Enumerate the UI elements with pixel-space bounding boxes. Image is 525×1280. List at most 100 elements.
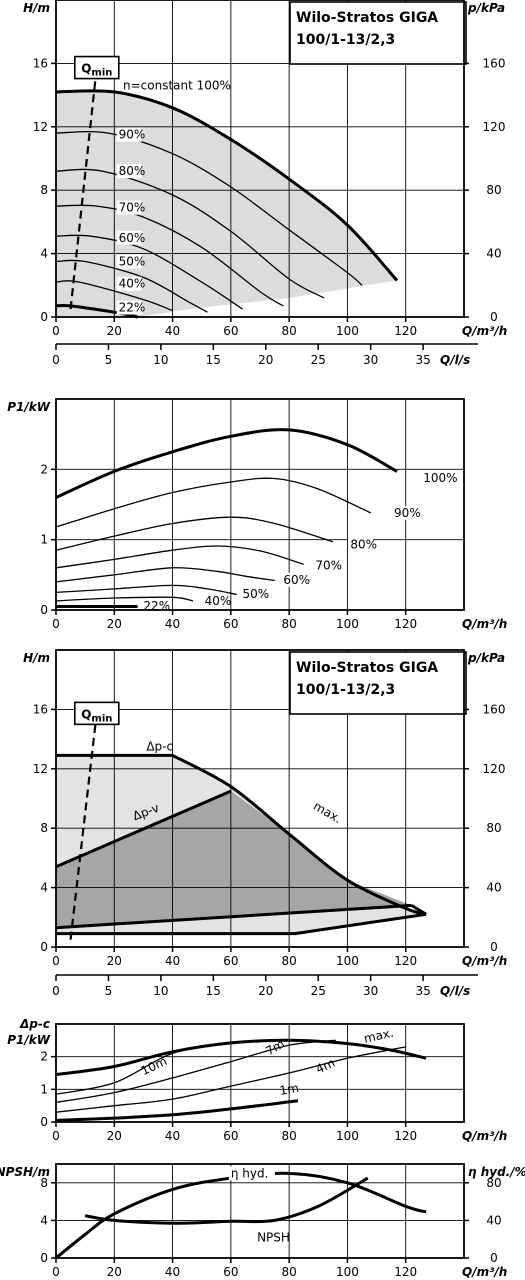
curve-label-bg	[281, 572, 307, 587]
flow-tick-label: 25	[311, 984, 326, 998]
x-tick-label: 100	[336, 1265, 359, 1279]
x-tick-label: 0	[52, 324, 60, 338]
curve-label-1m: 1m	[278, 1081, 299, 1098]
x-tick-label: 100	[336, 324, 359, 338]
x-tick-label: 0	[52, 1265, 60, 1279]
flow-tick-label: 35	[415, 353, 430, 367]
qmin-label: Qmin	[81, 62, 112, 79]
x-axis-ticks: 0 20 40 60 80 100 120	[52, 1258, 417, 1279]
x-axis-label: Q/m³/h	[462, 1129, 507, 1143]
curve-label-70: 70%	[119, 201, 146, 215]
qmin-marker: Qmin	[69, 55, 120, 310]
panel-flow-scale-ls-2: 0 5 10 15 20 25 30 35 Q/l/s	[52, 974, 478, 998]
curve-label-bg	[228, 1166, 275, 1181]
curve-labels: 100%90%80%70%60%50%40%22%	[141, 470, 458, 613]
curve-label-10m: 10m	[139, 1054, 169, 1078]
curve-40	[55, 280, 173, 312]
curve-label-50: 50%	[119, 255, 146, 269]
y-tick-label: 12	[33, 120, 48, 134]
title-box: Wilo-Stratos GIGA 100/1-13/2,3	[289, 651, 467, 715]
curve-label-hyd: η hyd.	[231, 1166, 269, 1180]
y-tick-label: 0	[40, 310, 48, 324]
curve-40	[55, 596, 194, 602]
x-tick-label: 0	[52, 1129, 60, 1143]
curve-label-90: 90%	[119, 128, 146, 142]
x-tick-label: 20	[107, 954, 122, 968]
curve-label-90: 90%	[394, 506, 421, 520]
panel-head-control-modes: Δp-cΔp-v max. Qmin Wilo-Stratos GIGA 100/…	[23, 649, 507, 968]
y-tick-label: 8	[40, 1176, 48, 1190]
y-tick-label: 16	[33, 56, 48, 70]
curve-label-n-constant-100: n=constant 100%	[123, 79, 231, 93]
curve-hyd	[55, 1171, 427, 1260]
y2-tick-label: 80	[486, 1176, 501, 1190]
x-axis-ticks: 0 20 40 60 80 100 120	[52, 1122, 417, 1143]
grid-lines	[56, 1024, 464, 1122]
x-tick-label: 100	[336, 1129, 359, 1143]
y-tick-label: 0	[40, 1251, 48, 1265]
y-tick-label: 2	[40, 462, 48, 476]
y2-tick-label: 80	[486, 821, 501, 835]
chart-subtitle: 100/1-13/2,3	[296, 32, 395, 48]
curve-n-constant-100	[55, 89, 399, 282]
x-tick-label: 60	[223, 324, 238, 338]
curve-label-80: 80%	[119, 164, 146, 178]
y-tick-label: 2	[40, 1050, 48, 1064]
x-tick-label: 0	[52, 954, 60, 968]
plot-frame	[55, 649, 465, 948]
x-tick-label: 80	[282, 617, 297, 631]
curve-label-max: max.	[311, 799, 344, 826]
flow-tick-label: 20	[258, 984, 273, 998]
curve-60	[55, 234, 243, 310]
y-axis-ticks: 0 4 8 12 16	[33, 702, 56, 954]
x-tick-label: 100	[336, 954, 359, 968]
curve-50	[55, 584, 237, 596]
x-tick-label: 100	[336, 617, 359, 631]
y2-tick-label: 0	[490, 1251, 498, 1265]
chart-title: Wilo-Stratos GIGA	[296, 10, 438, 26]
x-tick-label: 20	[107, 1265, 122, 1279]
x-tick-label: 40	[165, 617, 180, 631]
y-tick-label: 1	[40, 1082, 48, 1096]
curve-max	[55, 1038, 427, 1077]
x-tick-label: 60	[223, 954, 238, 968]
flow-tick-label: 30	[363, 353, 378, 367]
y-axis-ticks: 0 4 8 12 16	[33, 56, 56, 324]
curve-1m	[55, 1099, 299, 1122]
curve-p-v	[55, 789, 232, 869]
x-tick-label: 60	[223, 1129, 238, 1143]
curve-label-bg	[392, 505, 418, 520]
x-tick-label: 40	[165, 954, 180, 968]
flow-tick-label: 15	[206, 353, 221, 367]
x-tick-label: 80	[282, 1129, 297, 1143]
x-tick-label: 120	[394, 954, 417, 968]
qmin-box	[74, 701, 120, 726]
flow-tick-label: 35	[415, 984, 430, 998]
x-tick-label: 60	[223, 1265, 238, 1279]
curve-90	[55, 477, 371, 528]
y2-tick-label: 160	[483, 56, 506, 70]
flow-tick-label: 5	[105, 353, 113, 367]
curve-80	[55, 168, 325, 299]
x-tick-label: 120	[394, 1265, 417, 1279]
x-tick-label: 80	[282, 1265, 297, 1279]
curve-50	[55, 259, 208, 313]
x-tick-label: 40	[165, 324, 180, 338]
curve-labels: n=constant 100% 90% 80% 70% 60% 50% 40% 22%	[116, 79, 231, 315]
operating-range-fill	[56, 90, 397, 317]
y2-axis-ticks: 0 40 80 120 160	[464, 702, 505, 954]
curve-label-bg	[116, 230, 142, 245]
curve-60	[55, 567, 275, 583]
flow-scale-ticks: 0 5 10 15 20 25 30 35	[52, 975, 431, 998]
dpv-bottom-boundary	[55, 903, 412, 930]
x-tick-label: 120	[394, 324, 417, 338]
x-axis-label: Q/m³/h	[462, 1265, 507, 1279]
x-tick-label: 0	[52, 617, 60, 631]
x-tick-label: 80	[282, 324, 297, 338]
plot-frame	[55, 1023, 465, 1123]
y2-tick-label: 0	[490, 940, 498, 954]
y-tick-label: 0	[40, 603, 48, 617]
